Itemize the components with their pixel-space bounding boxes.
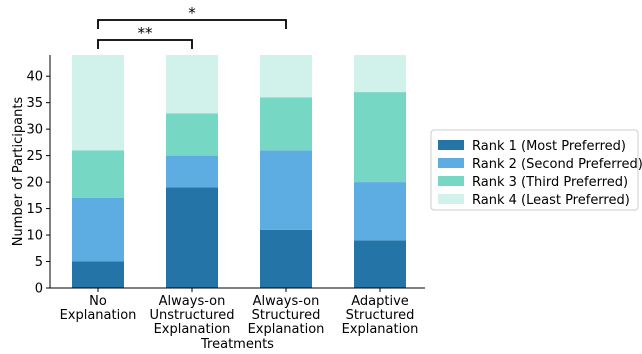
y-tick-label: 30: [26, 123, 43, 138]
bar-segment: [354, 55, 406, 93]
y-tick-label: 15: [26, 202, 43, 217]
y-tick-label: 25: [26, 149, 43, 164]
legend-label: Rank 2 (Second Preferred): [472, 157, 642, 172]
bar-segment: [260, 229, 312, 288]
x-tick-label: Always-on Structured Explanation: [248, 294, 325, 337]
bar-segment: [72, 197, 124, 262]
x-tick-label: Adaptive Structured Explanation: [342, 294, 419, 337]
x-tick-label: Always-on Unstructured Explanation: [149, 294, 234, 337]
bar-segment: [166, 155, 218, 188]
legend: Rank 1 (Most Preferred) Rank 2 (Second Pr…: [430, 129, 642, 211]
y-tick-label: 10: [26, 229, 43, 244]
y-tick-label: 40: [26, 70, 43, 85]
bar-segment: [354, 92, 406, 183]
x-axis-label: Treatments: [200, 337, 274, 352]
legend-label: Rank 3 (Third Preferred): [472, 175, 628, 190]
bar-segment: [260, 97, 312, 151]
y-tick-label: 0: [35, 282, 43, 297]
legend-swatch: [438, 176, 464, 186]
legend-swatch: [438, 140, 464, 150]
legend-label: Rank 1 (Most Preferred): [472, 139, 626, 154]
legend-swatch: [438, 158, 464, 168]
bar-segment: [166, 55, 218, 114]
legend-label: Rank 4 (Least Preferred): [472, 193, 630, 208]
bar-segment: [260, 55, 312, 98]
bar-segment: [354, 182, 406, 241]
y-tick-label: 5: [35, 255, 43, 270]
bar-segment: [72, 55, 124, 151]
significance-label: **: [138, 24, 154, 42]
significance-bracket: [97, 19, 287, 29]
significance-label: *: [188, 4, 196, 22]
y-tick-label: 35: [26, 96, 43, 111]
legend-frame: [430, 129, 639, 211]
bar-segment: [72, 261, 124, 288]
significance-layer: ***: [97, 4, 287, 49]
bar-segment: [166, 187, 218, 288]
legend-swatch: [438, 194, 464, 204]
x-tick-label: No Explanation: [60, 294, 137, 323]
bar-segment: [354, 240, 406, 288]
bar-segment: [166, 113, 218, 156]
axes-layer: 0 5 10 15 20 25 30 35 40 No Explanation Always-on Un…: [26, 55, 425, 337]
bar-segment: [72, 150, 124, 198]
y-axis-label: Number of Participants: [11, 97, 26, 247]
bar-segment: [260, 150, 312, 230]
significance-bracket: [97, 39, 193, 49]
y-tick-label: 20: [26, 176, 43, 191]
bars-layer: [72, 55, 406, 288]
